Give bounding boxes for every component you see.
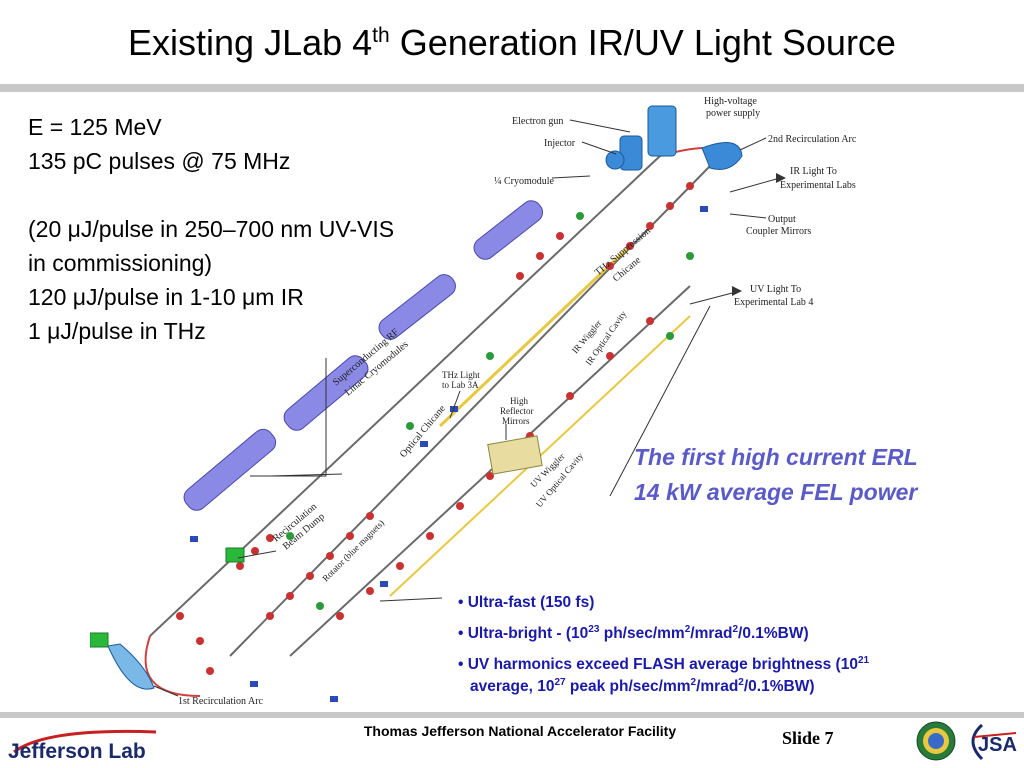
leader-lines — [153, 119, 781, 697]
energy-line: E = 125 MeV — [28, 114, 162, 140]
bullet-ultra-fast: • Ultra-fast (150 fs) — [458, 594, 595, 611]
b3s2: 27 — [554, 676, 566, 688]
thz-line: 1 μJ/pulse in THz — [28, 318, 206, 344]
b3-continuation: average, 1027 peak ph/sec/mm2/mrad2/0.1%… — [458, 676, 815, 695]
specs-block: E = 125 MeV 135 pC pulses @ 75 MHz (20 μ… — [28, 110, 394, 348]
arrows — [732, 173, 786, 296]
jefferson-lab-logo: Jefferson Lab — [8, 729, 157, 762]
footer-divider — [0, 712, 1024, 718]
title-divider — [0, 84, 1024, 92]
hv-supply-label-1: High-voltage — [704, 96, 757, 107]
high-reflector-label-2: Reflector — [500, 406, 533, 416]
erl-line-2: 14 kW average FEL power — [634, 479, 918, 505]
ir-light-label-1: IR Light To — [790, 166, 837, 177]
erl-highlight: The first high current ERL 14 kW average… — [634, 440, 918, 510]
first-arc-label: 1st Recirculation Arc — [178, 696, 264, 707]
blue-magnets — [190, 206, 708, 702]
green-magnets — [286, 212, 694, 610]
b3c: peak ph/sec/mm — [565, 678, 691, 695]
b3s4: 2 — [738, 676, 744, 688]
first-arc-dipole — [107, 643, 155, 690]
rotator-label: Rotator (blue magnets) — [320, 518, 386, 584]
b2b: ph/sec/mm — [599, 625, 685, 642]
second-arc-dipole — [701, 142, 743, 170]
thz-light-label-2: to Lab 3A — [442, 380, 479, 390]
optical-chicane-label: Optical Chicane — [398, 403, 448, 460]
spacer — [28, 178, 394, 212]
cryomodule-label: ¼ Cryomodule — [494, 176, 555, 187]
b3s1: 21 — [857, 654, 870, 666]
b2s3: 2 — [732, 623, 739, 635]
uv-vis-line: (20 μJ/pulse in 250–700 nm UV-VIS — [28, 216, 395, 242]
b2c: /mrad — [690, 625, 733, 642]
b2d: /0.1%BW) — [738, 625, 809, 642]
ir-line: 120 μJ/pulse in 1-10 μm IR — [28, 284, 304, 310]
b3b: average, 10 — [470, 678, 555, 695]
feature-bullets: • Ultra-fast (150 fs) • Ultra-bright - (… — [458, 592, 869, 698]
uv-light-label-1: UV Light To — [750, 284, 801, 295]
high-reflector-label-3: Mirrors — [502, 416, 530, 426]
erl-line-1: The first high current ERL — [634, 444, 918, 470]
doe-seal-icon — [916, 721, 956, 761]
bullet-uv-harmonics: • UV harmonics exceed FLASH average brig… — [458, 654, 870, 695]
b3s3: 2 — [690, 676, 697, 688]
pulse-line: 135 pC pulses @ 75 MHz — [28, 148, 291, 174]
logo-text: Jefferson Lab — [8, 740, 146, 762]
title-sup: th — [372, 24, 390, 47]
b2s1: 23 — [588, 623, 600, 635]
footer-facility: Thomas Jefferson National Accelerator Fa… — [363, 723, 677, 739]
bullet-1-text: Ultra-fast (150 fs) — [467, 594, 595, 611]
electron-gun-label: Electron gun — [512, 116, 563, 127]
uv-light-label-2: Experimental Lab 4 — [734, 297, 813, 308]
slide-title: Existing JLab 4th Generation IR/UV Light… — [0, 22, 1024, 64]
arc-box — [90, 632, 109, 648]
b2a: Ultra-bright - (10 — [467, 625, 589, 642]
b3d: /mrad — [696, 678, 739, 695]
thz-light-label-1: THz Light — [442, 370, 480, 380]
bullet-ultra-bright: • Ultra-bright - (1023 ph/sec/mm2/mrad2/… — [458, 623, 809, 642]
uv-wiggler-box — [487, 435, 543, 475]
b2s2: 2 — [684, 623, 691, 635]
title-pre: Existing JLab 4 — [128, 22, 373, 63]
jsa-text: JSA — [978, 734, 1017, 756]
injector-assembly — [605, 105, 677, 171]
red-magnets — [176, 182, 694, 675]
second-arc-label: 2nd Recirculation Arc — [768, 134, 857, 145]
hv-supply-label-2: power supply — [706, 108, 760, 119]
injector-label: Injector — [544, 138, 576, 149]
slide-number: Slide 7 — [782, 728, 834, 748]
output-coupler-label-2: Coupler Mirrors — [746, 226, 811, 237]
b3a: UV harmonics exceed FLASH average bright… — [467, 656, 858, 673]
accelerator-diagram: High-voltage power supply Electron gun I… — [90, 96, 857, 707]
ir-light-label-2: Experimental Labs — [780, 180, 856, 191]
beam-dump-box — [225, 547, 245, 563]
commissioning-line: in commissioning) — [28, 250, 213, 276]
title-post: Generation IR/UV Light Source — [389, 22, 896, 63]
b3e: /0.1%BW) — [743, 678, 815, 695]
output-coupler-label-1: Output — [768, 214, 796, 225]
high-reflector-label-1: High — [510, 396, 529, 406]
jsa-logo: JSA — [971, 723, 1017, 761]
